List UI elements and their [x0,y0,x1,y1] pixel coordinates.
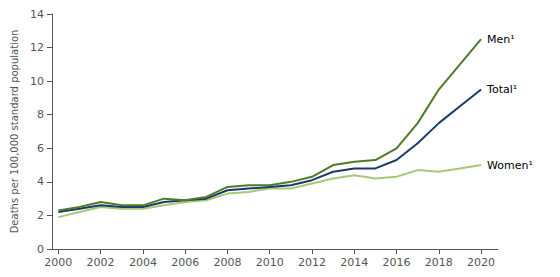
svg-text:2010: 2010 [256,256,284,269]
svg-text:Men¹: Men¹ [487,33,515,46]
svg-text:2012: 2012 [298,256,326,269]
svg-text:0: 0 [37,243,44,256]
svg-text:Deaths per 100,000 standard po: Deaths per 100,000 standard population [9,30,20,234]
svg-text:6: 6 [37,142,44,155]
svg-text:2: 2 [37,209,44,222]
svg-text:4: 4 [37,175,44,188]
svg-text:2014: 2014 [340,256,368,269]
svg-text:2002: 2002 [87,256,115,269]
svg-text:2018: 2018 [425,256,453,269]
svg-text:2004: 2004 [129,256,157,269]
svg-text:Women¹: Women¹ [487,159,533,172]
svg-text:10: 10 [30,75,44,88]
svg-text:2006: 2006 [171,256,199,269]
svg-text:2008: 2008 [213,256,241,269]
svg-text:2020: 2020 [467,256,495,269]
svg-text:2000: 2000 [44,256,72,269]
svg-text:Total¹: Total¹ [486,83,517,96]
svg-text:12: 12 [30,41,44,54]
svg-text:2016: 2016 [383,256,411,269]
svg-text:8: 8 [37,108,44,121]
svg-text:14: 14 [30,8,44,21]
